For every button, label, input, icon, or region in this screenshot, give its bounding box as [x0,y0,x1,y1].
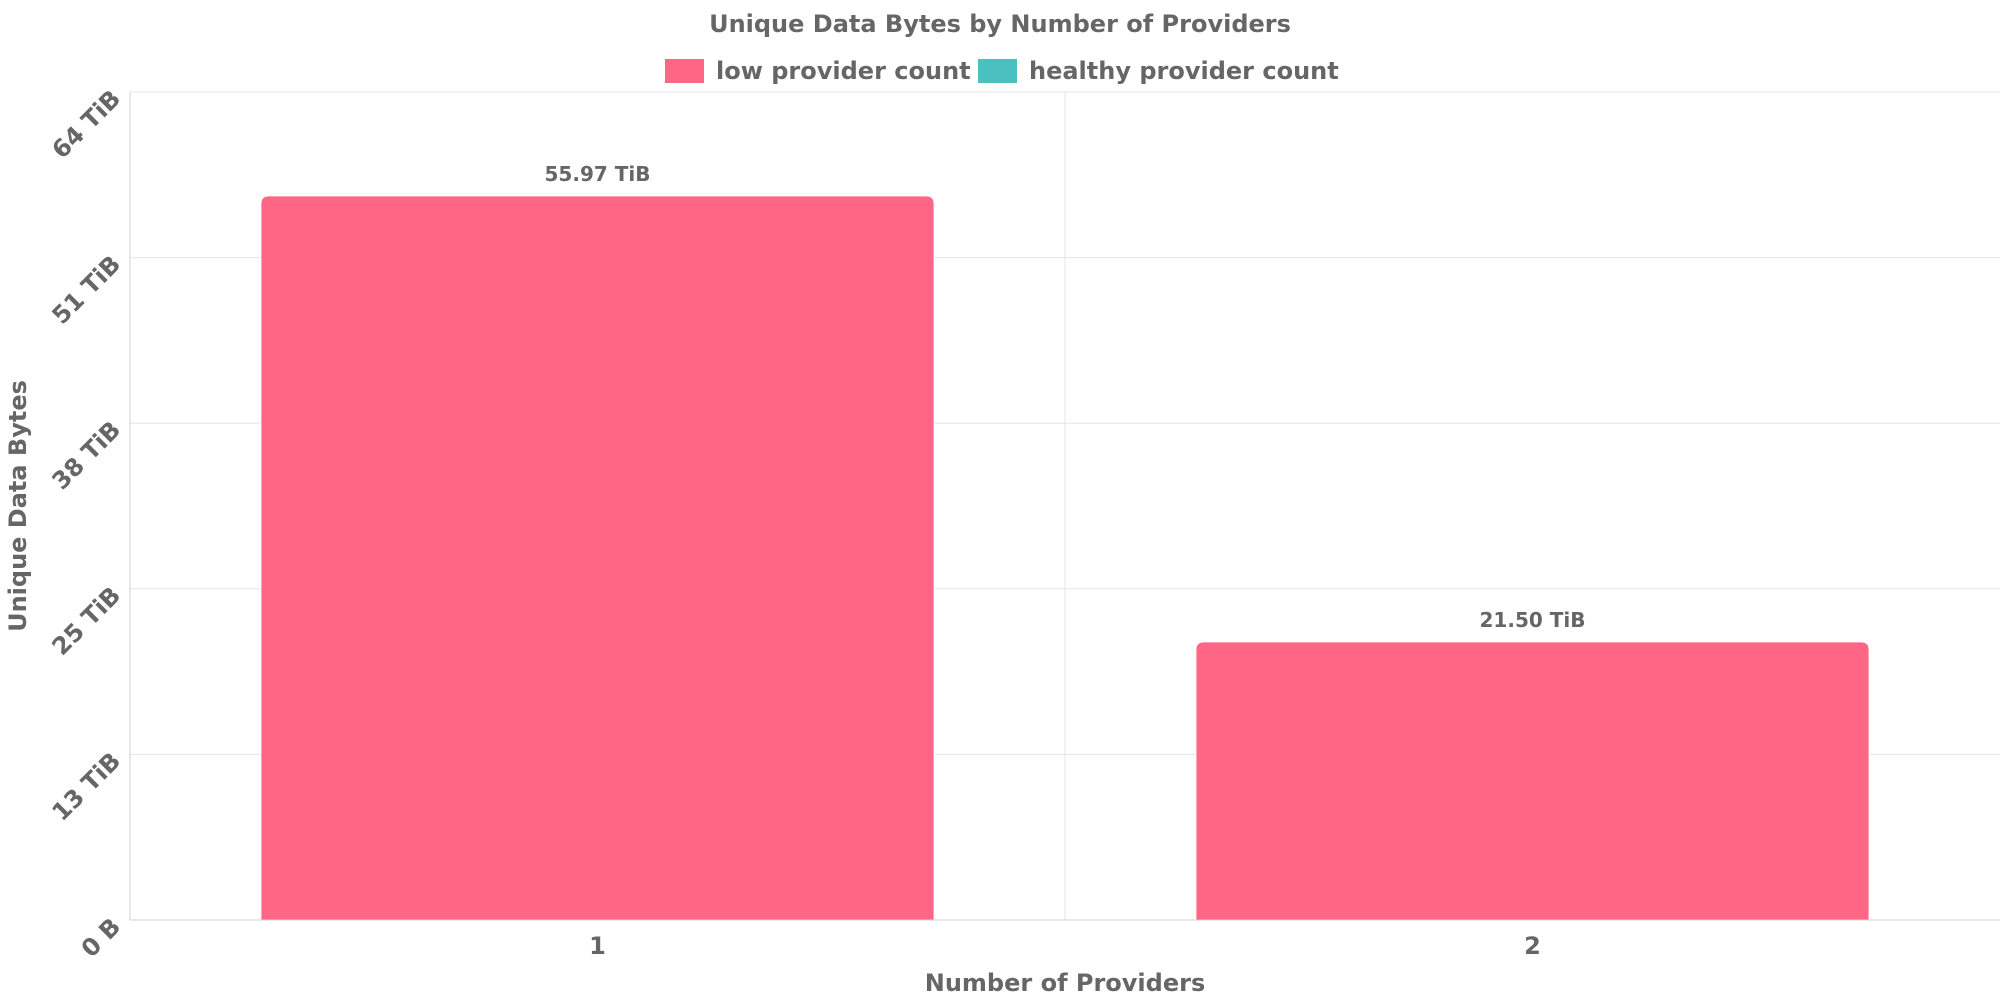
legend: low provider count healthy provider coun… [665,57,1339,85]
y-tick-label: 25 TiB [47,581,127,661]
legend-swatch-healthy[interactable] [978,59,1017,83]
y-tick-label: 13 TiB [47,747,127,827]
bars [260,195,1870,921]
legend-label-low[interactable]: low provider count [716,57,971,85]
legend-label-healthy[interactable]: healthy provider count [1029,57,1339,85]
bar[interactable] [260,195,935,921]
bar-value-label: 55.97 TiB [545,162,651,186]
bar[interactable] [1195,641,1870,921]
y-tick-label: 64 TiB [47,84,127,164]
legend-swatch-low[interactable] [665,59,704,83]
bar-value-label: 21.50 TiB [1480,608,1586,632]
y-tick-label: 51 TiB [47,250,127,330]
bar-value-labels: 55.97 TiB 21.50 TiB [545,162,1586,632]
y-tick-label: 0 B [76,912,126,962]
chart-title: Unique Data Bytes by Number of Providers [709,10,1291,38]
x-tick-label: 2 [1524,932,1541,960]
x-tick-label: 1 [589,932,606,960]
y-axis-title: Unique Data Bytes [4,380,32,632]
y-axis-ticks: 0 B 13 TiB 25 TiB 38 TiB 51 TiB 64 TiB [47,84,127,962]
y-tick-label: 38 TiB [47,416,127,496]
x-axis-title: Number of Providers [925,969,1205,997]
